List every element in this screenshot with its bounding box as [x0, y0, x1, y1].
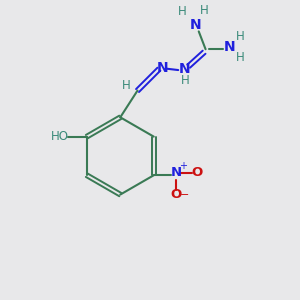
Text: N: N [189, 18, 201, 32]
Text: −: − [180, 190, 190, 200]
Text: O: O [192, 167, 203, 179]
Text: N: N [178, 62, 190, 76]
Text: H: H [122, 79, 130, 92]
Text: N: N [170, 167, 182, 179]
Text: H: H [236, 30, 245, 43]
Text: HO: HO [51, 130, 69, 143]
Text: O: O [170, 188, 182, 201]
Text: H: H [200, 4, 208, 17]
Text: H: H [178, 5, 187, 18]
Text: N: N [224, 40, 235, 54]
Text: N: N [157, 61, 168, 75]
Text: H: H [181, 74, 190, 87]
Text: +: + [179, 161, 188, 171]
Text: H: H [236, 51, 245, 64]
